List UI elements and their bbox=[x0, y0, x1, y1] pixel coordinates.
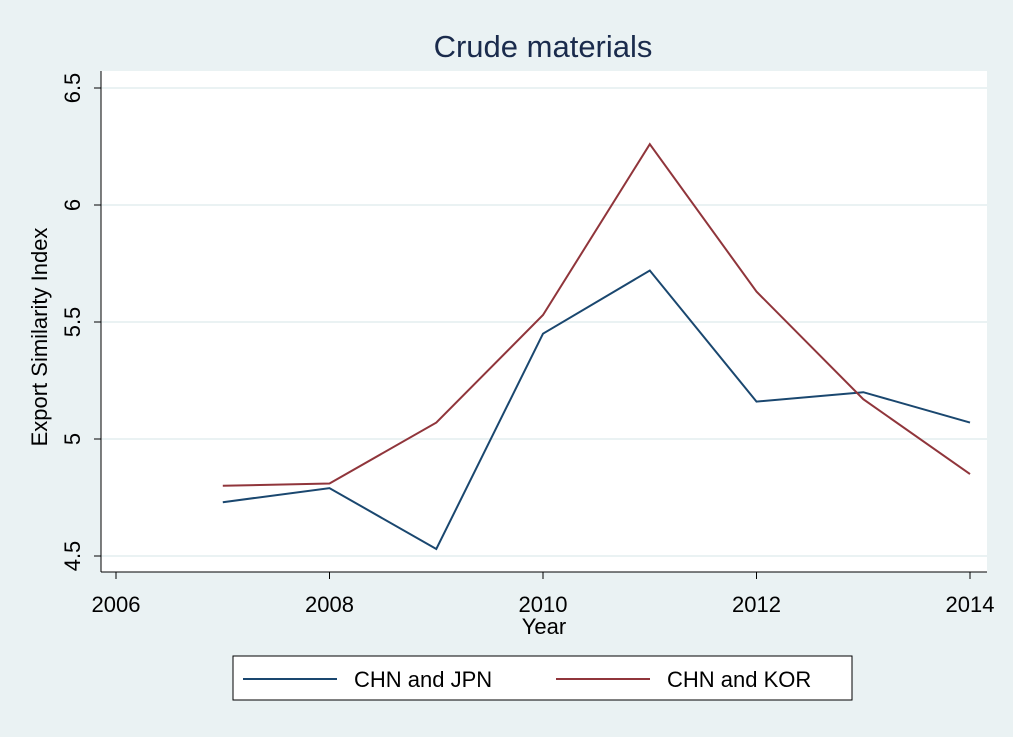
series-layer bbox=[222, 142, 971, 551]
legend: CHN and JPN CHN and KOR bbox=[232, 655, 853, 701]
x-tick-label-0: 2006 bbox=[92, 592, 141, 617]
legend-label-chn-jpn: CHN and JPN bbox=[354, 667, 492, 692]
series-line-0 bbox=[222, 269, 971, 551]
y-axis-label: Export Similarity Index bbox=[27, 228, 52, 447]
y-tick-label-0: 4.5 bbox=[60, 541, 85, 572]
legend-label-chn-kor: CHN and KOR bbox=[667, 667, 811, 692]
y-tick-label-2: 5.5 bbox=[60, 307, 85, 338]
gridlines bbox=[101, 87, 987, 557]
x-tick-label-2: 2010 bbox=[519, 592, 568, 617]
chart-title: Crude materials bbox=[434, 29, 653, 64]
x-axis-label: Year bbox=[522, 614, 566, 639]
y-axis-ticks: 4.5 5 5.5 6 6.5 bbox=[60, 73, 101, 572]
y-tick-label-1: 5 bbox=[60, 433, 85, 445]
y-tick-label-3: 6 bbox=[60, 199, 85, 211]
x-axis-ticks: 2006 2008 2010 2012 2014 bbox=[92, 572, 995, 617]
x-tick-label-4: 2014 bbox=[946, 592, 995, 617]
x-tick-label-3: 2012 bbox=[732, 592, 781, 617]
y-tick-label-4: 6.5 bbox=[60, 73, 85, 104]
x-tick-label-1: 2008 bbox=[305, 592, 354, 617]
series-line-1 bbox=[222, 142, 971, 487]
